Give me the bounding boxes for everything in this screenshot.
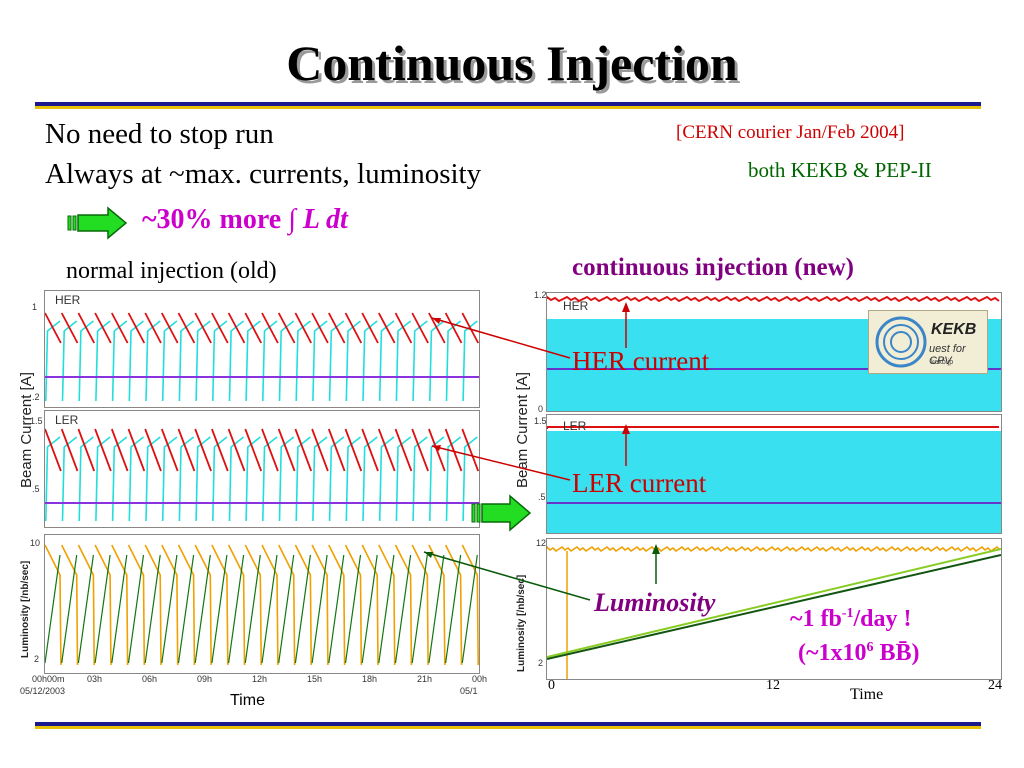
right-arrow-icon	[67, 206, 128, 240]
red-trace	[45, 428, 479, 472]
left-her-tick-bottom: .2	[32, 392, 40, 402]
left-her-tick-top: 1	[32, 302, 38, 312]
gain-prefix: ~30% more	[142, 204, 289, 235]
right-ler-trace	[547, 426, 1001, 504]
left-her-plot: HER	[44, 290, 480, 408]
left-date-end: 05/1	[460, 686, 478, 696]
left-x-tick: 09h	[197, 674, 213, 684]
left-lumi-trace	[45, 544, 479, 666]
gain-expr: L dt	[302, 204, 348, 235]
left-ler-tick-bottom: .5	[32, 484, 40, 494]
right-ler-tick-mid: .5	[538, 492, 546, 502]
kekb-logo: KEKB uest for CPV kekb.jp	[868, 310, 988, 374]
luminosity-callout: Luminosity	[594, 588, 716, 617]
cyan-trace	[45, 320, 478, 402]
right-ler-plot: LER	[546, 414, 1002, 534]
logo-url: kekb.jp	[931, 359, 954, 366]
rate-value: ~1 fb	[790, 606, 842, 632]
lumi-orange-trace	[45, 544, 479, 666]
right-ler-tick-top: 1.5	[534, 416, 547, 426]
rate-suffix: /day !	[853, 606, 912, 632]
left-lumi-ylabel: Luminosity [/nb/sec]	[20, 560, 31, 658]
left-lumi-tick-top: 10	[30, 538, 41, 548]
left-x-tick: 18h	[362, 674, 378, 684]
footer-rule	[35, 722, 981, 729]
right-x-title: Time	[850, 686, 884, 703]
left-x-tick: 03h	[87, 674, 103, 684]
left-ler-label: LER	[55, 413, 79, 427]
left-heading: normal injection (old)	[66, 258, 277, 284]
right-her-tick-top: 1.2	[534, 290, 547, 300]
ler-current-callout: LER current	[572, 468, 707, 498]
right-beam-ylabel: Beam Current [A]	[514, 372, 531, 488]
left-x-tick: 21h	[417, 674, 433, 684]
citation: [CERN courier Jan/Feb 2004]	[676, 122, 905, 143]
left-x-tick: 00h	[472, 674, 488, 684]
integrated-lumi-light	[547, 548, 1001, 658]
left-lumi-tick-bottom: 2	[34, 654, 40, 664]
transition-arrow-icon	[471, 494, 532, 532]
bullet-1: No need to stop run	[45, 118, 274, 150]
ler-red-trace	[547, 426, 999, 429]
integral-symbol: ∫	[288, 204, 296, 235]
left-x-tick: 12h	[252, 674, 268, 684]
gain-text: ~30% more ∫ L dt	[142, 204, 348, 236]
title-rule	[35, 102, 981, 109]
ler-fill	[547, 431, 1001, 533]
right-lumi-trace	[547, 545, 1001, 679]
right-her-label: HER	[563, 299, 589, 313]
integrated-lumi-dark	[547, 554, 1001, 660]
logo-rings-icon	[875, 316, 927, 368]
her-current-callout: HER current	[572, 346, 710, 376]
integrated-lumi-trace	[45, 554, 478, 664]
red-trace	[45, 312, 479, 344]
left-ler-tick-top: 1.5	[30, 416, 43, 426]
right-lumi-plot	[546, 538, 1002, 680]
note: both KEKB & PEP-II	[748, 158, 932, 182]
right-x-tick-0: 0	[548, 678, 555, 693]
cyan-trace	[45, 436, 478, 522]
rate-exponent: -1	[841, 606, 854, 621]
logo-subtitle: uest for CPV	[929, 343, 966, 367]
right-x-tick-24: 24	[988, 678, 1002, 693]
bullet-2: Always at ~max. currents, luminosity	[45, 158, 482, 190]
right-heading: continuous injection (new)	[572, 254, 854, 281]
slide-title: Continuous Injection	[286, 35, 738, 91]
bb-value: (~1x10	[798, 640, 867, 666]
lumi-orange-trace	[547, 545, 1001, 553]
left-x-tick: 06h	[142, 674, 158, 684]
right-lumi-tick-bottom: 2	[538, 658, 544, 668]
rate-text: ~1 fb-1/day !	[790, 606, 912, 633]
bb-exponent: 6	[866, 640, 874, 655]
left-x-tick: 00h00m	[32, 674, 65, 684]
right-lumi-ylabel: Luminosity [/nb/sec]	[516, 574, 527, 672]
left-ler-plot: LER	[44, 410, 480, 528]
left-lumi-plot	[44, 534, 480, 674]
her-red-trace	[547, 295, 1000, 303]
logo-title: KEKB	[931, 321, 977, 338]
right-lumi-tick-top: 12	[536, 538, 547, 548]
left-beam-ylabel: Beam Current [A]	[18, 372, 35, 488]
right-chart-panel: Beam Current [A] Luminosity [/nb/sec] HE…	[510, 288, 1010, 708]
left-her-trace	[45, 312, 479, 402]
right-x-tick-12: 12	[766, 678, 780, 693]
bb-suffix: BB̄)	[873, 640, 920, 666]
left-x-title: Time	[230, 692, 265, 709]
right-ler-label: LER	[563, 419, 587, 433]
bb-text: (~1x106 BB̄)	[798, 640, 920, 667]
left-her-label: HER	[55, 293, 81, 307]
left-ler-trace	[45, 428, 479, 522]
right-her-tick-bottom: 0	[538, 404, 544, 414]
left-chart-panel: Beam Current [A] Luminosity [/nb/sec] HE…	[8, 288, 488, 718]
left-x-tick: 15h	[307, 674, 323, 684]
left-date-start: 05/12/2003	[20, 686, 66, 696]
